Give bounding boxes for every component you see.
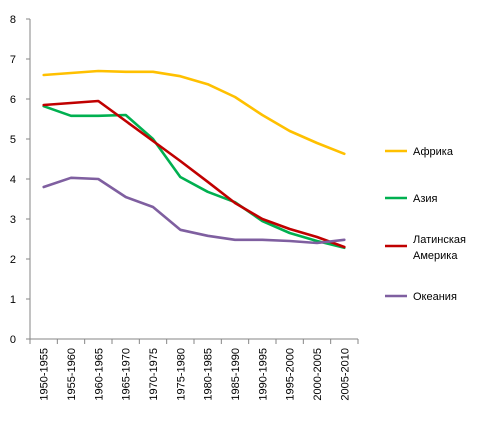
series-line-0 xyxy=(42,69,346,156)
x-tick-label: 2005-2010 xyxy=(339,348,351,401)
series-line-2 xyxy=(42,99,346,249)
x-tick-label: 2000-2005 xyxy=(312,348,324,401)
x-tick-label: 1950-1955 xyxy=(39,348,51,401)
y-tick-label: 4 xyxy=(10,174,16,186)
y-tick-label: 7 xyxy=(10,54,16,66)
legend-label-2: Латинская Америка xyxy=(413,234,466,262)
x-tick-label: 1965-1970 xyxy=(121,348,133,401)
legend: Африка Азия Латинская Америка Океания xyxy=(385,146,466,303)
legend-label-3: Океания xyxy=(413,291,457,303)
series-line-3 xyxy=(42,176,346,245)
x-tick-label: 1960-1965 xyxy=(93,348,105,401)
x-tick-label: 1980-1985 xyxy=(203,348,215,401)
x-tick-label: 1995-2000 xyxy=(285,348,297,401)
y-tick-label: 8 xyxy=(10,14,16,26)
y-tick-label: 6 xyxy=(10,94,16,106)
series-lines xyxy=(42,69,346,250)
x-tick-label: 1990-1995 xyxy=(257,348,269,401)
y-tick-label: 0 xyxy=(10,334,16,346)
y-tick-label: 3 xyxy=(10,214,16,226)
y-axis: 0 1 2 3 4 5 6 7 8 xyxy=(10,14,31,346)
legend-label-1: Азия xyxy=(413,193,438,205)
x-tick-label: 1970-1975 xyxy=(148,348,160,401)
y-tick-label: 5 xyxy=(10,134,16,146)
x-axis: 1950-1955 1955-1960 1960-1965 1965-1970 1970… xyxy=(29,338,359,401)
x-tick-label: 1955-1960 xyxy=(66,348,78,401)
series-line-1 xyxy=(42,104,346,250)
x-tick-label: 1975-1980 xyxy=(175,348,187,401)
y-tick-label: 1 xyxy=(10,294,16,306)
x-tick-label: 1985-1990 xyxy=(230,348,242,401)
y-tick-label: 2 xyxy=(10,254,16,266)
legend-label-0: Африка xyxy=(413,146,454,158)
